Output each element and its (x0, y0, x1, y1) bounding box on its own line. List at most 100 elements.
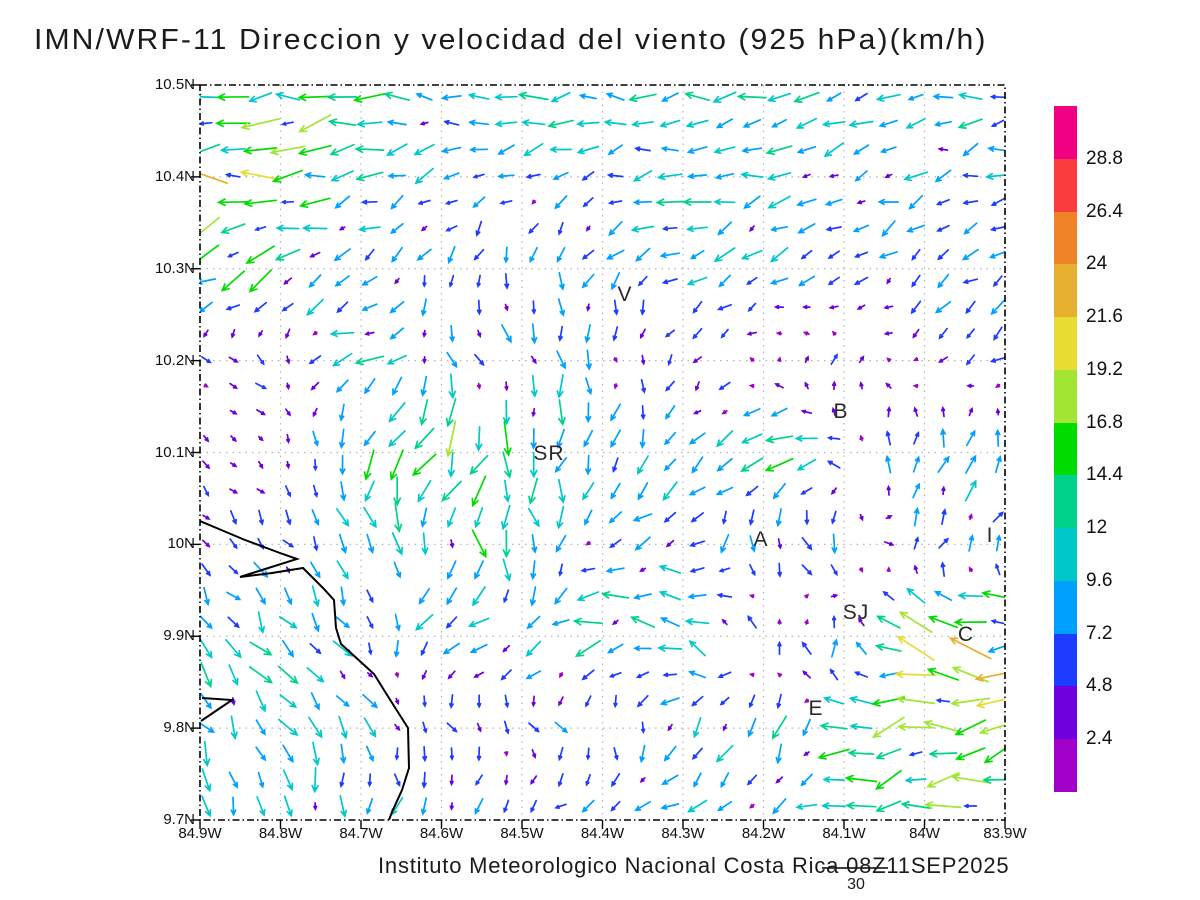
colorbar-tick-label: 24 (1086, 253, 1108, 275)
wind-vector (309, 642, 322, 655)
wind-vector (393, 561, 402, 579)
wind-vector (200, 356, 212, 364)
wind-vector (938, 537, 950, 549)
wind-vector (660, 146, 679, 152)
wind-vector (576, 120, 600, 128)
wind-vector (444, 199, 458, 205)
wind-vector (989, 356, 1005, 363)
wind-vector (913, 536, 920, 550)
wind-vector (468, 119, 490, 126)
wind-vector (743, 195, 761, 209)
wind-vector (995, 562, 1001, 576)
wind-vector (987, 145, 1005, 153)
wind-vector (502, 529, 511, 559)
wind-vector (715, 118, 734, 129)
wind-vector (941, 508, 947, 526)
wind-vector (391, 532, 403, 556)
wind-vector (635, 671, 650, 679)
wind-vector (983, 747, 1005, 764)
wind-vector (242, 146, 278, 155)
wind-vector (361, 303, 378, 312)
wind-vector (770, 246, 789, 263)
wind-vector (913, 430, 920, 445)
wind-vector (258, 330, 264, 338)
wind-vector (415, 613, 434, 631)
wind-vector (584, 324, 591, 344)
wind-vector (336, 301, 349, 314)
wind-vector (685, 119, 709, 128)
wind-vector (686, 173, 708, 180)
lat-tick-label: 10.1N (154, 443, 195, 461)
wind-vector (632, 513, 653, 522)
wind-vector (494, 120, 518, 128)
wind-vector (547, 119, 574, 129)
wind-vector (941, 485, 946, 496)
wind-vector (610, 800, 621, 812)
wind-vector (612, 326, 619, 342)
wind-vector (688, 670, 707, 679)
station-label-a: A (753, 527, 769, 551)
wind-vector (447, 670, 456, 680)
wind-vector (878, 251, 898, 259)
wind-vector (394, 277, 400, 285)
colorbar-segment (1054, 158, 1077, 212)
graticule (200, 85, 1005, 820)
wind-vector (856, 304, 866, 310)
wind-vector (220, 223, 246, 235)
wind-vector (388, 430, 406, 448)
wind-vector (474, 560, 484, 580)
wind-vector (313, 536, 319, 552)
wind-vector (364, 480, 375, 503)
wind-vector (306, 298, 324, 316)
wind-vector (686, 146, 708, 154)
lat-tick-label: 10.5N (154, 76, 195, 93)
wind-vector (775, 331, 783, 336)
wind-vector (476, 274, 481, 289)
wind-vector (313, 802, 318, 811)
wind-vector (844, 774, 878, 783)
wind-vector (796, 145, 817, 154)
wind-vector (449, 539, 455, 549)
wind-vector (572, 617, 603, 626)
wind-vector (475, 425, 483, 452)
wind-vector (200, 301, 213, 313)
colorbar-segment (1054, 317, 1077, 370)
lon-tick-label: 84.9W (178, 825, 222, 842)
wind-vector (829, 668, 839, 681)
wind-vector (243, 199, 278, 208)
wind-vector (529, 451, 538, 479)
wind-vector (230, 435, 237, 443)
wind-vector (605, 249, 625, 260)
wind-vector (501, 504, 511, 531)
wind-vector (580, 567, 596, 573)
wind-vector (422, 275, 427, 288)
wind-vector (661, 226, 678, 232)
wind-vector (610, 429, 621, 449)
wind-vector (771, 118, 788, 128)
wind-vector (878, 672, 898, 679)
wind-vector (200, 244, 220, 264)
wind-vector (335, 616, 351, 629)
wind-vector (471, 475, 487, 508)
colorbar-tick-label: 16.8 (1086, 411, 1123, 433)
wind-vector (585, 695, 592, 708)
wind-vector (848, 120, 874, 128)
wind-vector (585, 540, 591, 546)
lon-tick-label: 83.9W (983, 825, 1027, 842)
wind-vector (497, 144, 515, 155)
wind-vector (311, 767, 319, 794)
wind-vector (611, 272, 621, 291)
wind-vector (530, 374, 538, 398)
wind-vector (531, 407, 536, 418)
wind-vector (883, 305, 894, 310)
wind-vector (448, 373, 457, 400)
wind-vector (313, 458, 318, 472)
wind-vector (608, 671, 622, 678)
wind-vector (878, 119, 898, 128)
wind-vector (393, 476, 402, 507)
wind-vector (885, 454, 892, 474)
wind-vector (721, 510, 727, 525)
wind-vector (339, 670, 346, 680)
wind-vector (740, 171, 764, 179)
wind-vector (831, 380, 837, 391)
